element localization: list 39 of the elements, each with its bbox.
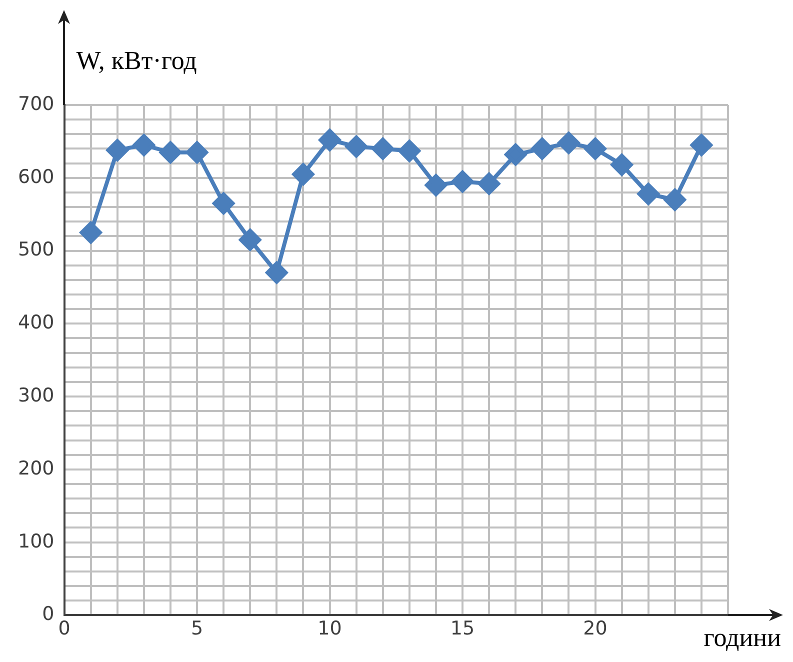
point — [292, 163, 314, 186]
point — [132, 134, 155, 156]
y-tick-label: 100 — [18, 530, 54, 552]
point — [664, 188, 686, 211]
y-tick-label: 400 — [18, 312, 54, 334]
point — [398, 140, 420, 162]
point — [345, 136, 368, 158]
point — [372, 138, 394, 160]
point — [318, 128, 341, 151]
point — [159, 141, 182, 164]
x-tick-label: 10 — [318, 618, 342, 640]
y-tick-label: 0 — [42, 603, 54, 626]
point — [558, 132, 580, 154]
y-tick-label: 600 — [18, 166, 54, 188]
y-tick-label: 500 — [18, 238, 54, 261]
point — [478, 172, 500, 195]
point — [452, 170, 474, 193]
x-tick-label: 0 — [58, 618, 70, 640]
point — [610, 154, 633, 176]
x-tick-label: 5 — [190, 618, 204, 640]
point — [637, 182, 660, 205]
point — [690, 134, 712, 156]
y-axis-title: W, кВт·год — [76, 46, 197, 76]
y-tick-label: 700 — [18, 92, 54, 115]
point — [106, 139, 128, 162]
point — [504, 144, 527, 166]
point — [531, 138, 554, 160]
point — [212, 192, 235, 214]
point — [239, 228, 262, 251]
x-axis-title: години — [704, 623, 781, 654]
point — [266, 262, 288, 284]
y-tick-label: 300 — [18, 384, 54, 406]
point — [424, 174, 447, 196]
x-tick-label: 20 — [583, 618, 608, 640]
x-tick-label: 15 — [450, 618, 475, 640]
point — [186, 141, 208, 164]
point — [80, 222, 102, 244]
y-tick-label: 200 — [18, 457, 54, 480]
point — [584, 138, 606, 160]
